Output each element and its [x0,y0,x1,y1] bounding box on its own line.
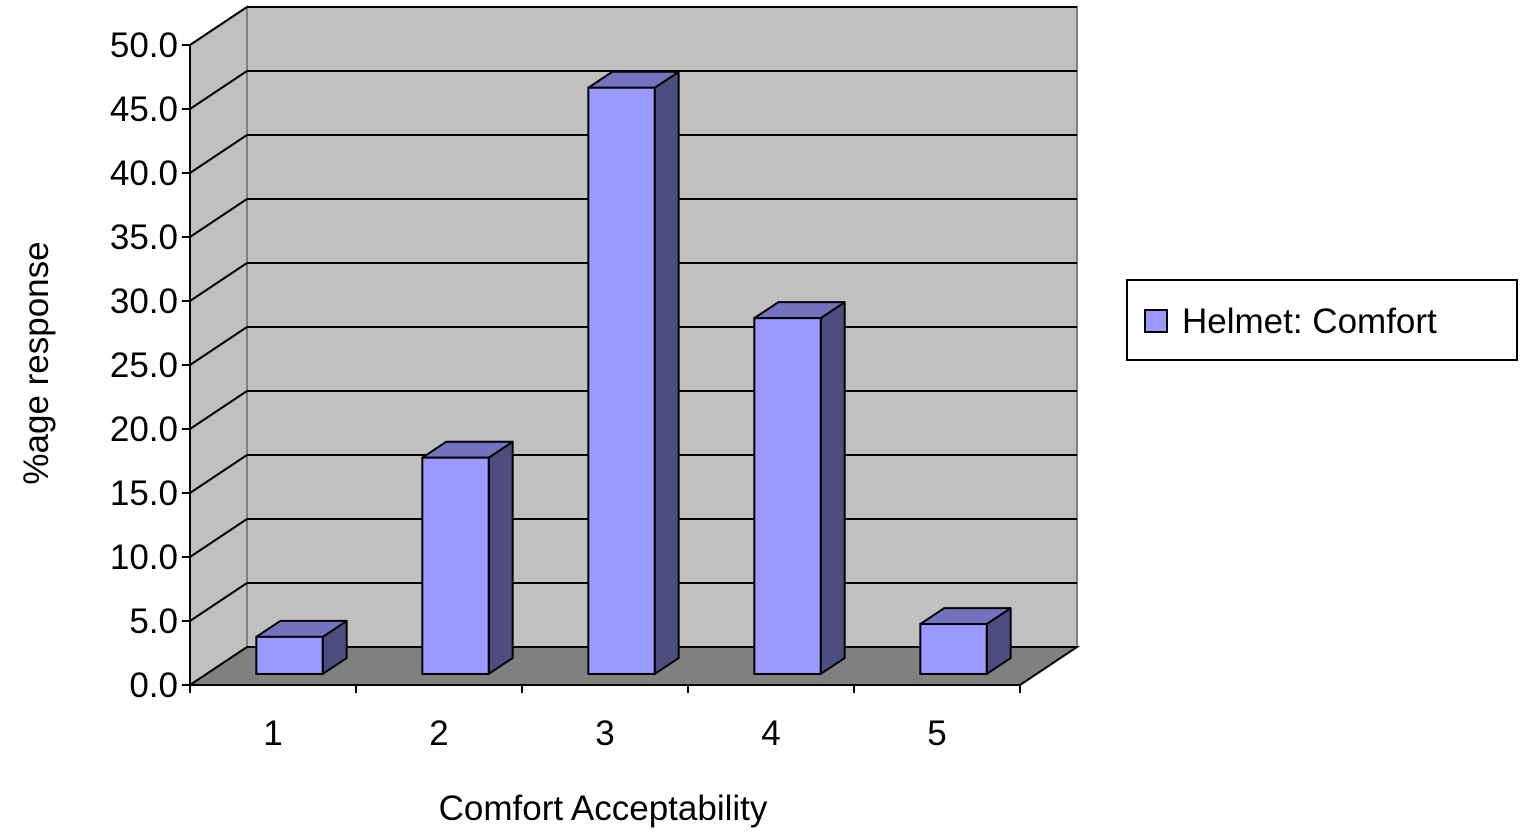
x-tick-label: 2 [429,714,448,753]
gridline-side [189,70,248,110]
axes [182,44,1021,693]
bar-front [421,456,490,675]
bar-front [255,635,324,675]
legend-label: Helmet: Comfort [1182,302,1437,341]
gridline-side [189,390,248,430]
x-tick-label: 1 [263,714,282,753]
gridline-side [189,198,248,238]
bar-side [653,70,680,675]
bar-5 [919,607,1012,675]
gridline-side [189,582,248,622]
x-tick-label: 5 [927,714,946,753]
x-tick-labels: 1 2 3 4 5 [263,714,946,753]
legend-swatch [1144,309,1168,333]
gridline-side [189,326,248,366]
y-tick-label: 0.0 [129,666,178,705]
y-tick-label: 40.0 [110,154,178,193]
gridline-side [189,454,248,494]
y-tick-label: 30.0 [110,282,178,321]
y-tick-labels: 0.0 5.0 10.0 15.0 20.0 25.0 30.0 35.0 40.0 45.0 50… [110,26,178,705]
bar-front [919,623,988,675]
legend-frame [1126,279,1518,361]
gridline-side [189,262,248,302]
x-tick-label: 3 [595,714,614,753]
bar-side [819,301,846,675]
y-tick-label: 35.0 [110,218,178,257]
y-tick-label: 50.0 [110,26,178,65]
bar-front [753,317,822,675]
y-tick-label: 15.0 [110,474,178,513]
bar-side [487,440,514,675]
gridline-side [189,6,248,46]
gridline-side [189,518,248,558]
bar-1 [255,619,348,675]
y-tick-label: 25.0 [110,346,178,385]
bar-2 [421,440,514,675]
legend: Helmet: Comfort [1126,279,1518,361]
y-tick-label: 5.0 [129,602,178,641]
bar-4 [753,301,846,675]
bars [255,70,1012,675]
y-tick-label: 45.0 [110,90,178,129]
bar-front [587,86,656,675]
y-axis-title: %age response [17,241,56,484]
gridline-side [189,134,248,174]
y-tick-label: 10.0 [110,538,178,577]
bar-3 [587,70,680,675]
x-axis-title: Comfort Acceptability [439,789,768,828]
x-tick-label: 4 [761,714,780,753]
y-tick-label: 20.0 [110,410,178,449]
